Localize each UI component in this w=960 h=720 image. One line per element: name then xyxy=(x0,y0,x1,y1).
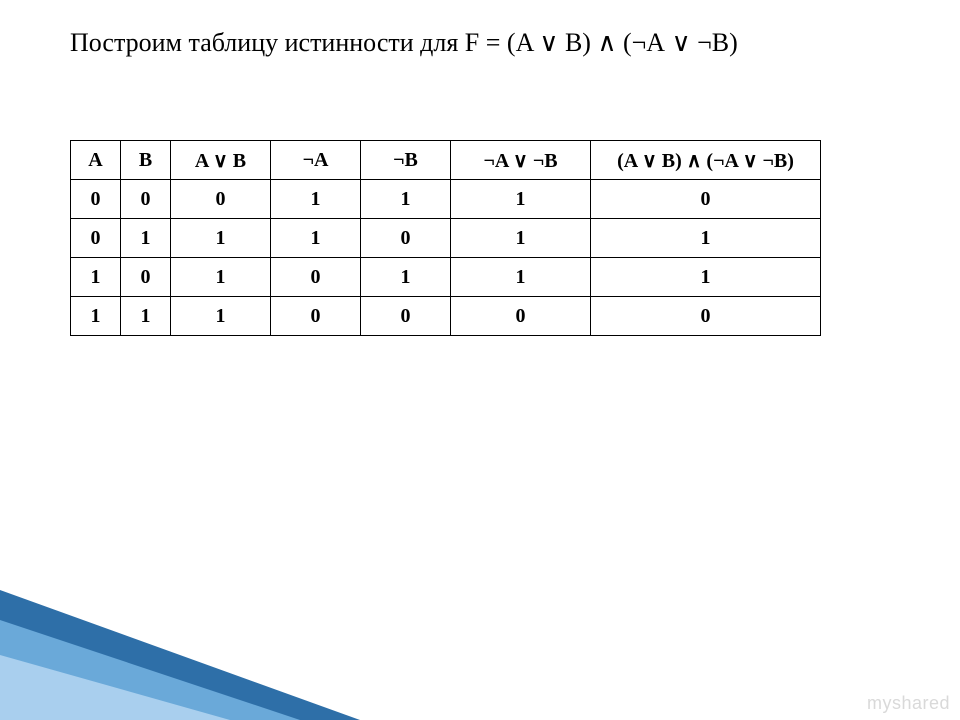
cell: 1 xyxy=(121,219,171,258)
cell: 0 xyxy=(591,297,821,336)
table-row: 1 1 1 0 0 0 0 xyxy=(71,297,821,336)
watermark-text: myshared xyxy=(867,693,950,714)
cell: 1 xyxy=(171,258,271,297)
cell: 1 xyxy=(451,180,591,219)
cell: 0 xyxy=(121,258,171,297)
cell: 0 xyxy=(71,219,121,258)
cell: 0 xyxy=(271,258,361,297)
corner-wedge-decoration xyxy=(0,580,360,720)
truth-table-container: A B A ∨ B ¬A ¬B ¬A ∨ ¬B (A ∨ B) ∧ (¬A ∨ … xyxy=(70,140,821,336)
cell: 0 xyxy=(591,180,821,219)
cell: 0 xyxy=(271,297,361,336)
cell: 1 xyxy=(171,219,271,258)
table-row: 0 0 0 1 1 1 0 xyxy=(71,180,821,219)
cell: 1 xyxy=(121,297,171,336)
cell: 0 xyxy=(171,180,271,219)
cell: 1 xyxy=(591,219,821,258)
col-header-B: B xyxy=(121,141,171,180)
cell: 0 xyxy=(451,297,591,336)
cell: 1 xyxy=(71,258,121,297)
col-header-A: A xyxy=(71,141,121,180)
cell: 0 xyxy=(361,219,451,258)
cell: 1 xyxy=(451,219,591,258)
table-header-row: A B A ∨ B ¬A ¬B ¬A ∨ ¬B (A ∨ B) ∧ (¬A ∨ … xyxy=(71,141,821,180)
cell: 1 xyxy=(271,219,361,258)
col-header-notB: ¬B xyxy=(361,141,451,180)
cell: 1 xyxy=(591,258,821,297)
page-title: Построим таблицу истинности для F = (A ∨… xyxy=(70,28,738,58)
col-header-notA-or-notB: ¬A ∨ ¬B xyxy=(451,141,591,180)
cell: 0 xyxy=(71,180,121,219)
cell: 1 xyxy=(271,180,361,219)
cell: 0 xyxy=(361,297,451,336)
col-header-notA: ¬A xyxy=(271,141,361,180)
truth-table: A B A ∨ B ¬A ¬B ¬A ∨ ¬B (A ∨ B) ∧ (¬A ∨ … xyxy=(70,140,821,336)
cell: 1 xyxy=(361,258,451,297)
cell: 1 xyxy=(361,180,451,219)
col-header-AorB: A ∨ B xyxy=(171,141,271,180)
col-header-F: (A ∨ B) ∧ (¬A ∨ ¬B) xyxy=(591,141,821,180)
cell: 0 xyxy=(121,180,171,219)
table-row: 1 0 1 0 1 1 1 xyxy=(71,258,821,297)
table-row: 0 1 1 1 0 1 1 xyxy=(71,219,821,258)
cell: 1 xyxy=(451,258,591,297)
cell: 1 xyxy=(71,297,121,336)
cell: 1 xyxy=(171,297,271,336)
